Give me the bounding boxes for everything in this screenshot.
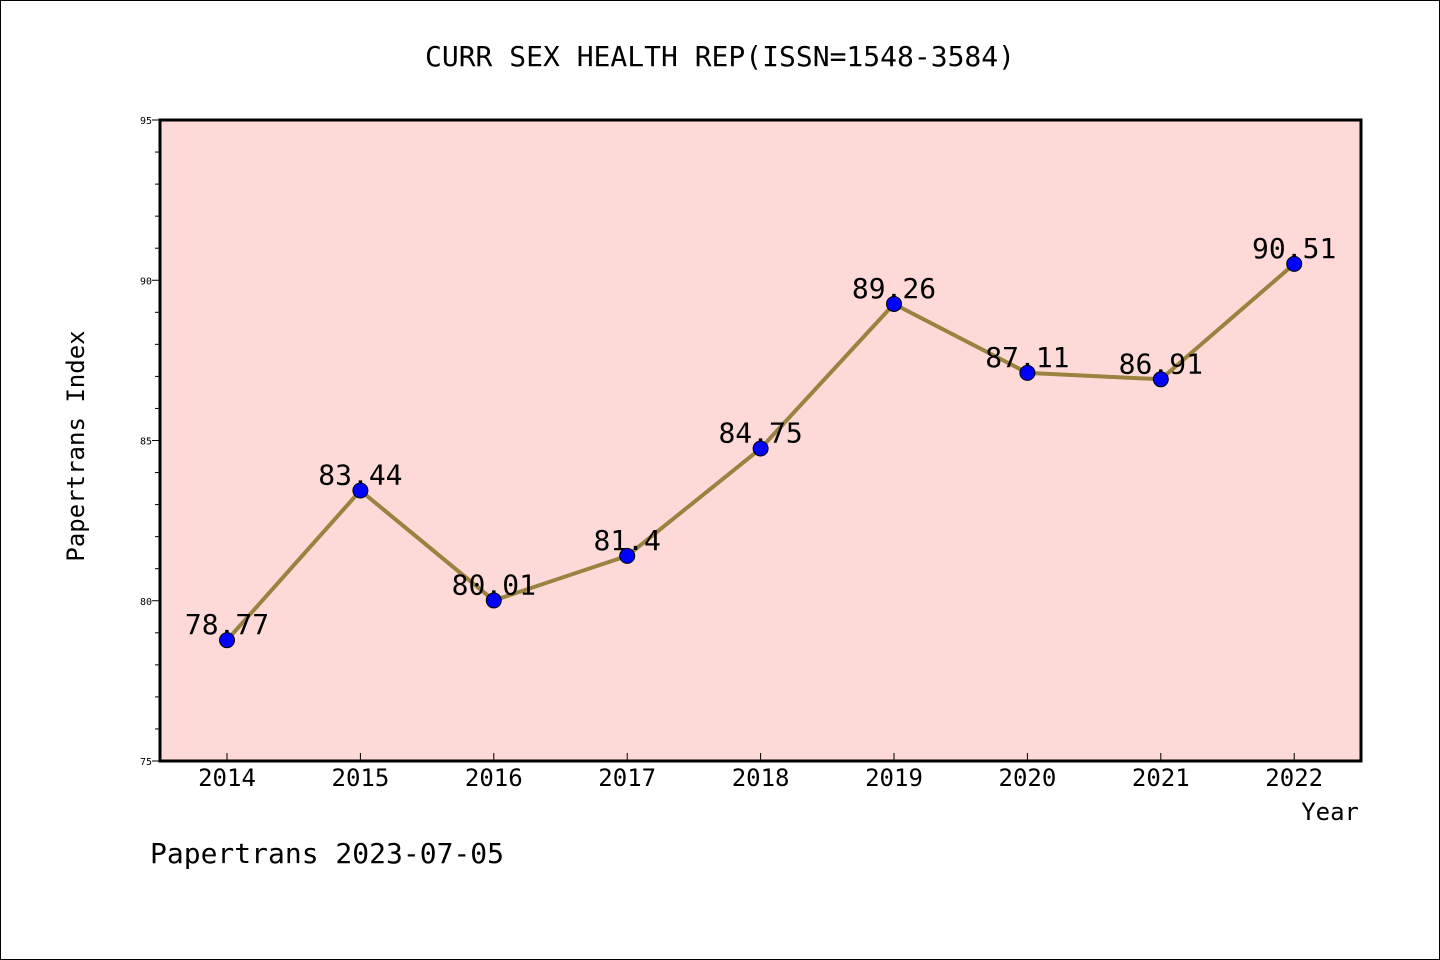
data-point-marker [752,440,769,457]
x-tick-label: 2017 [598,764,656,792]
data-point-marker [619,547,636,564]
x-tick-label: 2014 [198,764,256,792]
y-tick-label: 95 [140,116,152,127]
data-point-marker [886,295,902,312]
data-point-marker [1019,364,1036,381]
y-tick-label: 90 [140,276,152,287]
plot-border [158,118,1363,763]
x-tick-label: 2022 [1265,764,1323,792]
y-tick-label: 85 [140,437,152,448]
x-tick-label: 2018 [732,764,790,792]
x-axis-label: Year [1301,798,1359,826]
data-point-marker [219,632,235,649]
data-point-marker [485,592,502,609]
data-points [219,255,1303,649]
data-point-marker [352,482,369,499]
x-axis: 2014 2015 2016 2017 2018 2019 2020 2021 2022 [198,753,1323,792]
y-tick-label: 80 [140,597,152,608]
data-point-marker [1286,255,1303,272]
x-tick-label: 2020 [999,764,1057,792]
footer-text: Papertrans 2023-07-05 [150,837,504,870]
data-point-marker [1152,371,1169,388]
y-tick-label: 75 [140,757,152,768]
chart-title: CURR SEX HEALTH REP(ISSN=1548-3584) [425,40,1015,73]
plot-area [160,120,1361,761]
x-tick-label: 2019 [865,764,923,792]
y-axis: 75 80 85 90 95 [140,116,160,768]
x-tick-label: 2021 [1132,764,1190,792]
x-tick-label: 2016 [465,764,523,792]
y-axis-label: Papertrans Index [62,330,90,561]
x-tick-label: 2015 [332,764,390,792]
